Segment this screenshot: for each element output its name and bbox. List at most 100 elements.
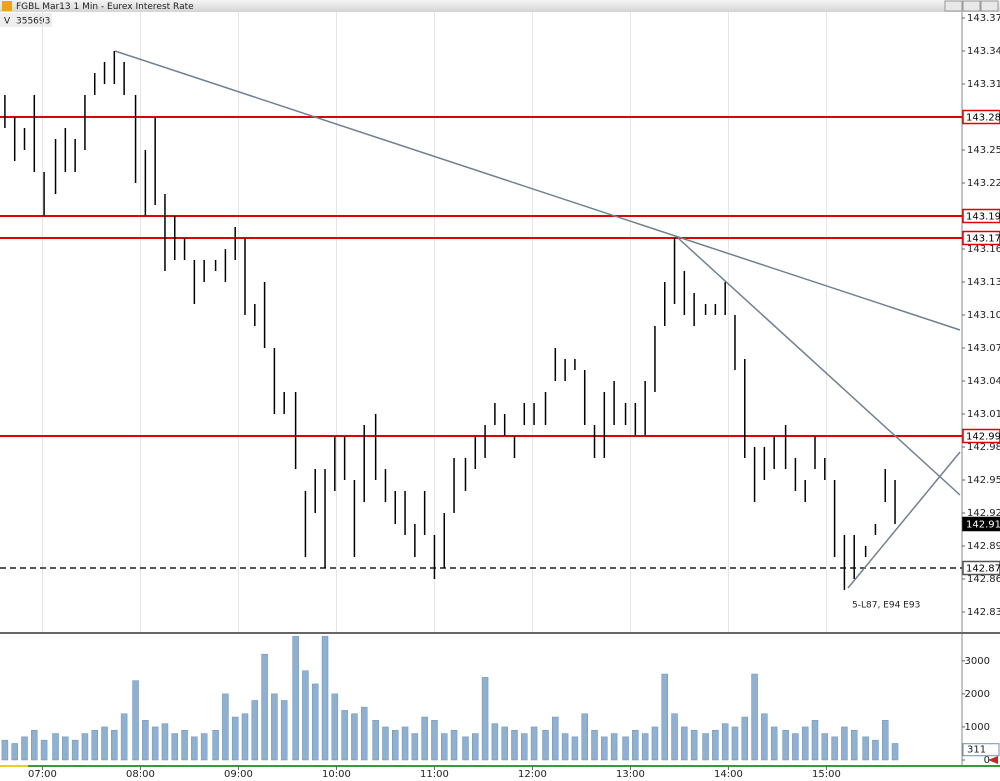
volume-bar [661, 673, 668, 761]
volume-bar [641, 733, 649, 761]
y-tick-label: 142.92 [967, 508, 1000, 519]
volume-bar [421, 716, 428, 761]
volume-bar [401, 726, 409, 761]
volume-bar [561, 733, 569, 761]
volume-bar [151, 726, 159, 761]
volume-bar [181, 729, 188, 761]
volume-bar [721, 723, 729, 761]
y-tick-label: 143.31 [967, 79, 1000, 90]
y2-tick-label: 2000 [965, 689, 990, 700]
y-tick-label: 143.10 [967, 310, 1000, 321]
volume-bar [761, 713, 768, 761]
restore-button[interactable] [962, 0, 981, 12]
price-box-label: 142.87 [966, 564, 1000, 575]
volume-bar [681, 726, 688, 761]
volume-bar [751, 673, 758, 761]
y-tick-label: 143.25 [967, 145, 1000, 156]
volume-bar [71, 739, 79, 761]
title-bar [0, 0, 1000, 12]
volume-label: V [4, 17, 11, 27]
volume-bar [872, 739, 879, 761]
trend-lines [114, 50, 961, 589]
price-box [962, 109, 1000, 125]
volume-bar [591, 729, 598, 761]
volume-bar [411, 733, 419, 761]
arrow-icon [988, 756, 998, 764]
volume-bar [251, 700, 259, 761]
volume-bar [81, 733, 89, 761]
volume-bar [191, 736, 198, 761]
volume-bar [120, 713, 128, 761]
volume-bar [360, 706, 368, 761]
close-button[interactable] [980, 0, 999, 12]
x-tick-label: 14:00 [714, 769, 743, 780]
volume-bar [632, 729, 639, 761]
chart-title: FGBL Mar13 1 Min - Eurex Interest Rate [16, 2, 194, 12]
volume-bar [731, 726, 739, 761]
volume-bar [241, 713, 249, 761]
volume-bar [801, 726, 809, 761]
volume-bar [841, 726, 848, 761]
volume-bar [450, 729, 458, 761]
volume-bar [821, 733, 829, 761]
x-tick-label: 11:00 [420, 769, 449, 780]
volume-bar [392, 729, 399, 761]
volume-bar [850, 729, 858, 761]
volume-bar [91, 729, 98, 761]
volume-bar [741, 716, 749, 761]
trend-line [114, 50, 961, 331]
volume-bar [862, 736, 869, 761]
price-box-label: 142.91 [966, 520, 1000, 531]
volume-bar [552, 716, 559, 761]
y2-tick-label: 3000 [965, 656, 990, 667]
x-tick-label: 08:00 [126, 769, 155, 780]
volume-bar [311, 683, 319, 761]
volume-bar [782, 729, 789, 761]
volume-bar [690, 729, 698, 761]
volume-bar [481, 677, 489, 761]
volume-bar [231, 716, 239, 761]
volume-bar [792, 733, 799, 761]
volume-bar [521, 733, 528, 761]
volume-bar [651, 726, 659, 761]
y-tick-label: 143.07 [967, 343, 1000, 354]
volume-bar [702, 733, 709, 761]
volume-bar [382, 726, 389, 761]
volume-bar [831, 736, 838, 761]
volume-bar [511, 729, 518, 761]
y-tick-label: 142.95 [967, 475, 1000, 486]
price-box [962, 560, 1000, 576]
volume-bar [31, 729, 38, 761]
total-volume: 355693 [16, 17, 50, 27]
volume-bar [321, 636, 329, 761]
price-box [962, 428, 1000, 444]
volume-bar [501, 726, 508, 761]
volume-bar [881, 720, 889, 761]
annotation: 5-L87, E94 E93 [852, 601, 920, 611]
x-tick-label: 12:00 [518, 769, 547, 780]
y-tick-label: 142.86 [967, 574, 1000, 585]
volume-bar [610, 733, 618, 761]
minimize-button[interactable] [944, 0, 963, 12]
volume-bar [341, 710, 348, 761]
volume-bar [601, 736, 608, 761]
volume-panel [1, 636, 899, 761]
y-tick-label: 142.83 [967, 607, 1000, 618]
volume-bar [542, 729, 549, 761]
y-tick-label: 143.37 [967, 13, 1000, 24]
volume-bar [431, 720, 438, 761]
volume-bar [142, 720, 149, 761]
volume-bar [712, 729, 719, 761]
price-box-label: 143.19 [966, 212, 1000, 223]
price-box-label: 143.28 [966, 113, 1000, 124]
volume-bar [11, 743, 18, 761]
volume-bar [302, 670, 309, 761]
volume-bar [62, 736, 69, 761]
volume-bar [491, 723, 499, 761]
volume-bar [770, 726, 778, 761]
price-box [962, 230, 1000, 246]
x-tick-label: 07:00 [28, 769, 57, 780]
volume-bar [1, 739, 9, 761]
volume-bar [261, 653, 268, 761]
volume-bar [171, 733, 179, 761]
